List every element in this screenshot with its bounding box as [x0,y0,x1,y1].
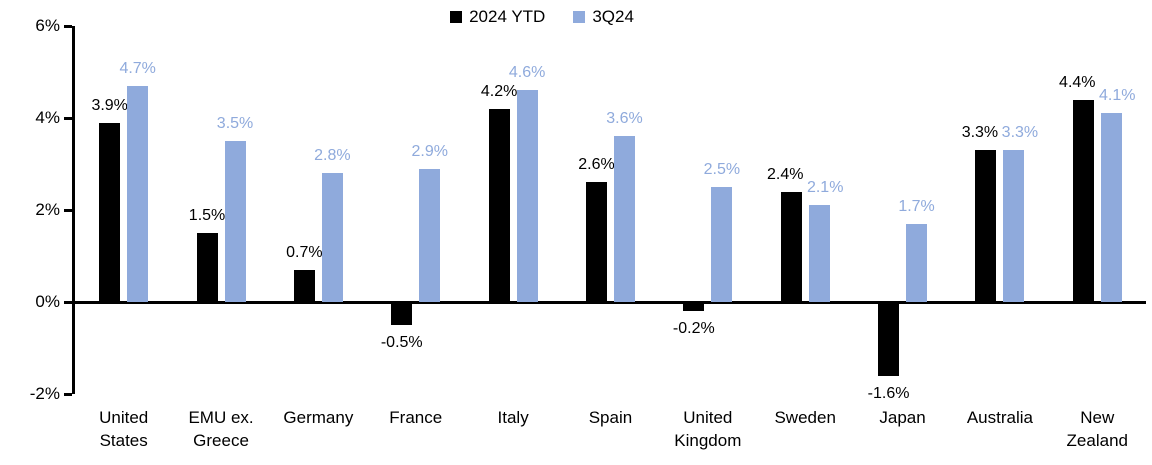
data-label-3q24: 4.7% [119,59,156,77]
category-label: EMU ex. Greece [188,408,254,450]
legend-item-3q24: 3Q24 [573,7,634,27]
bar-group: 3.9% 4.7% United States [75,26,172,450]
y-tick-label: 6% [35,16,60,35]
y-tick-label: 4% [35,108,60,127]
bar-group: -0.5% 2.9% France [367,26,464,427]
data-label-2024-ytd: 3.9% [91,96,128,114]
legend-swatch-3q24-icon [573,11,586,23]
plot-area: 3.9% 4.7% United States 1.5% 3.5% EMU ex. Gre… [64,24,1146,450]
y-tick-mark [64,392,72,396]
legend: 2024 YTD 3Q24 [0,7,1118,27]
data-label-3q24: 3.6% [606,110,643,128]
y-tick-mark [64,300,72,304]
category-label: Australia [966,408,1033,427]
bar-2024-ytd [780,191,802,302]
data-label-3q24: 4.6% [508,64,546,82]
bar-2024-ytd [99,122,121,302]
bar-3q24 [906,223,928,302]
bar-3q24 [321,173,343,302]
data-label-3q24: 2.5% [703,161,741,178]
data-label-3q24: 2.8% [314,147,351,165]
data-label-2024-ytd: -1.6% [867,384,910,402]
y-tick-label: 0% [35,292,60,311]
bar-group: -1.6% 1.7% Japan [854,26,951,427]
data-label-3q24: 2.1% [806,179,844,197]
data-label-3q24: 3.3% [1001,124,1039,142]
bar-3q24 [613,136,635,302]
legend-label-2024-ytd: 2024 YTD [469,7,546,26]
bar-2024-ytd [975,150,997,302]
data-label-2024-ytd: 4.4% [1059,73,1096,91]
y-tick-mark [64,208,72,212]
data-label-2024-ytd: 1.5% [188,207,226,224]
bar-3q24 [127,85,149,302]
bar-3q24 [808,205,830,302]
data-label-2024-ytd: -0.2% [672,320,715,338]
category-label: Italy [497,408,529,427]
bar-group: 0.7% 2.8% Germany [270,26,367,427]
y-tick-label: -2% [29,384,60,403]
category-label: Sweden [774,408,836,427]
category-label: Spain [588,408,633,427]
bar-2024-ytd [293,269,315,302]
bar-3q24 [419,168,441,302]
bar-groups: 3.9% 4.7% United States 1.5% 3.5% EMU ex. Gre… [75,26,1146,450]
bar-group: 2.6% 3.6% Spain [562,26,659,427]
y-tick-mark [64,24,72,28]
bar-2024-ytd [488,108,510,302]
data-label-2024-ytd: -0.5% [380,334,423,351]
category-label: France [389,408,443,427]
category-label: Japan [879,408,926,427]
bar-2024-ytd [1072,99,1094,302]
data-label-3q24: 1.7% [898,197,935,215]
bar-3q24 [711,187,733,302]
category-label: United Kingdom [674,408,742,450]
category-label: United States [99,408,149,450]
bar-2024-ytd [391,302,413,325]
bar-group: 4.2% 4.6% Italy [464,26,561,427]
data-label-2024-ytd: 4.2% [480,82,518,100]
y-axis-labels: 6% 4% 2% 0% -2% [0,16,60,403]
bar-3q24 [1100,113,1122,302]
legend-item-2024-ytd: 2024 YTD [450,7,545,27]
bar-2024-ytd [585,182,607,302]
data-label-2024-ytd: 2.6% [578,156,615,174]
y-tick-mark [64,116,72,120]
category-label: New Zealand [1066,408,1128,450]
bar-group: -0.2% 2.5% United Kingdom [659,26,756,450]
bar-3q24 [1003,150,1025,302]
bar-3q24 [224,141,246,302]
bar-2024-ytd [683,302,705,312]
bar-2024-ytd [196,233,218,302]
y-tick-label: 2% [35,200,60,219]
data-label-3q24: 2.9% [411,142,448,160]
bar-2024-ytd [878,302,900,376]
legend-swatch-2024-ytd-icon [450,11,463,23]
data-label-2024-ytd: 2.4% [766,165,804,183]
category-label: Germany [283,408,354,427]
x-axis-line [72,300,1146,304]
data-label-3q24: 4.1% [1099,87,1136,105]
data-label-2024-ytd: 0.7% [286,243,323,261]
y-axis-line [72,26,75,394]
data-label-2024-ytd: 3.3% [961,124,999,142]
legend-label-3q24: 3Q24 [592,7,634,26]
bar-3q24 [516,90,538,302]
data-label-3q24: 3.5% [216,115,254,132]
bar-group: 4.4% 4.1% New Zealand [1049,26,1146,450]
bar-group: 3.3% 3.3% Australia [951,26,1048,427]
bar-group: 2.4% 2.1% Sweden [757,26,854,427]
bar-group: 1.5% 3.5% EMU ex. Greece [172,26,269,450]
